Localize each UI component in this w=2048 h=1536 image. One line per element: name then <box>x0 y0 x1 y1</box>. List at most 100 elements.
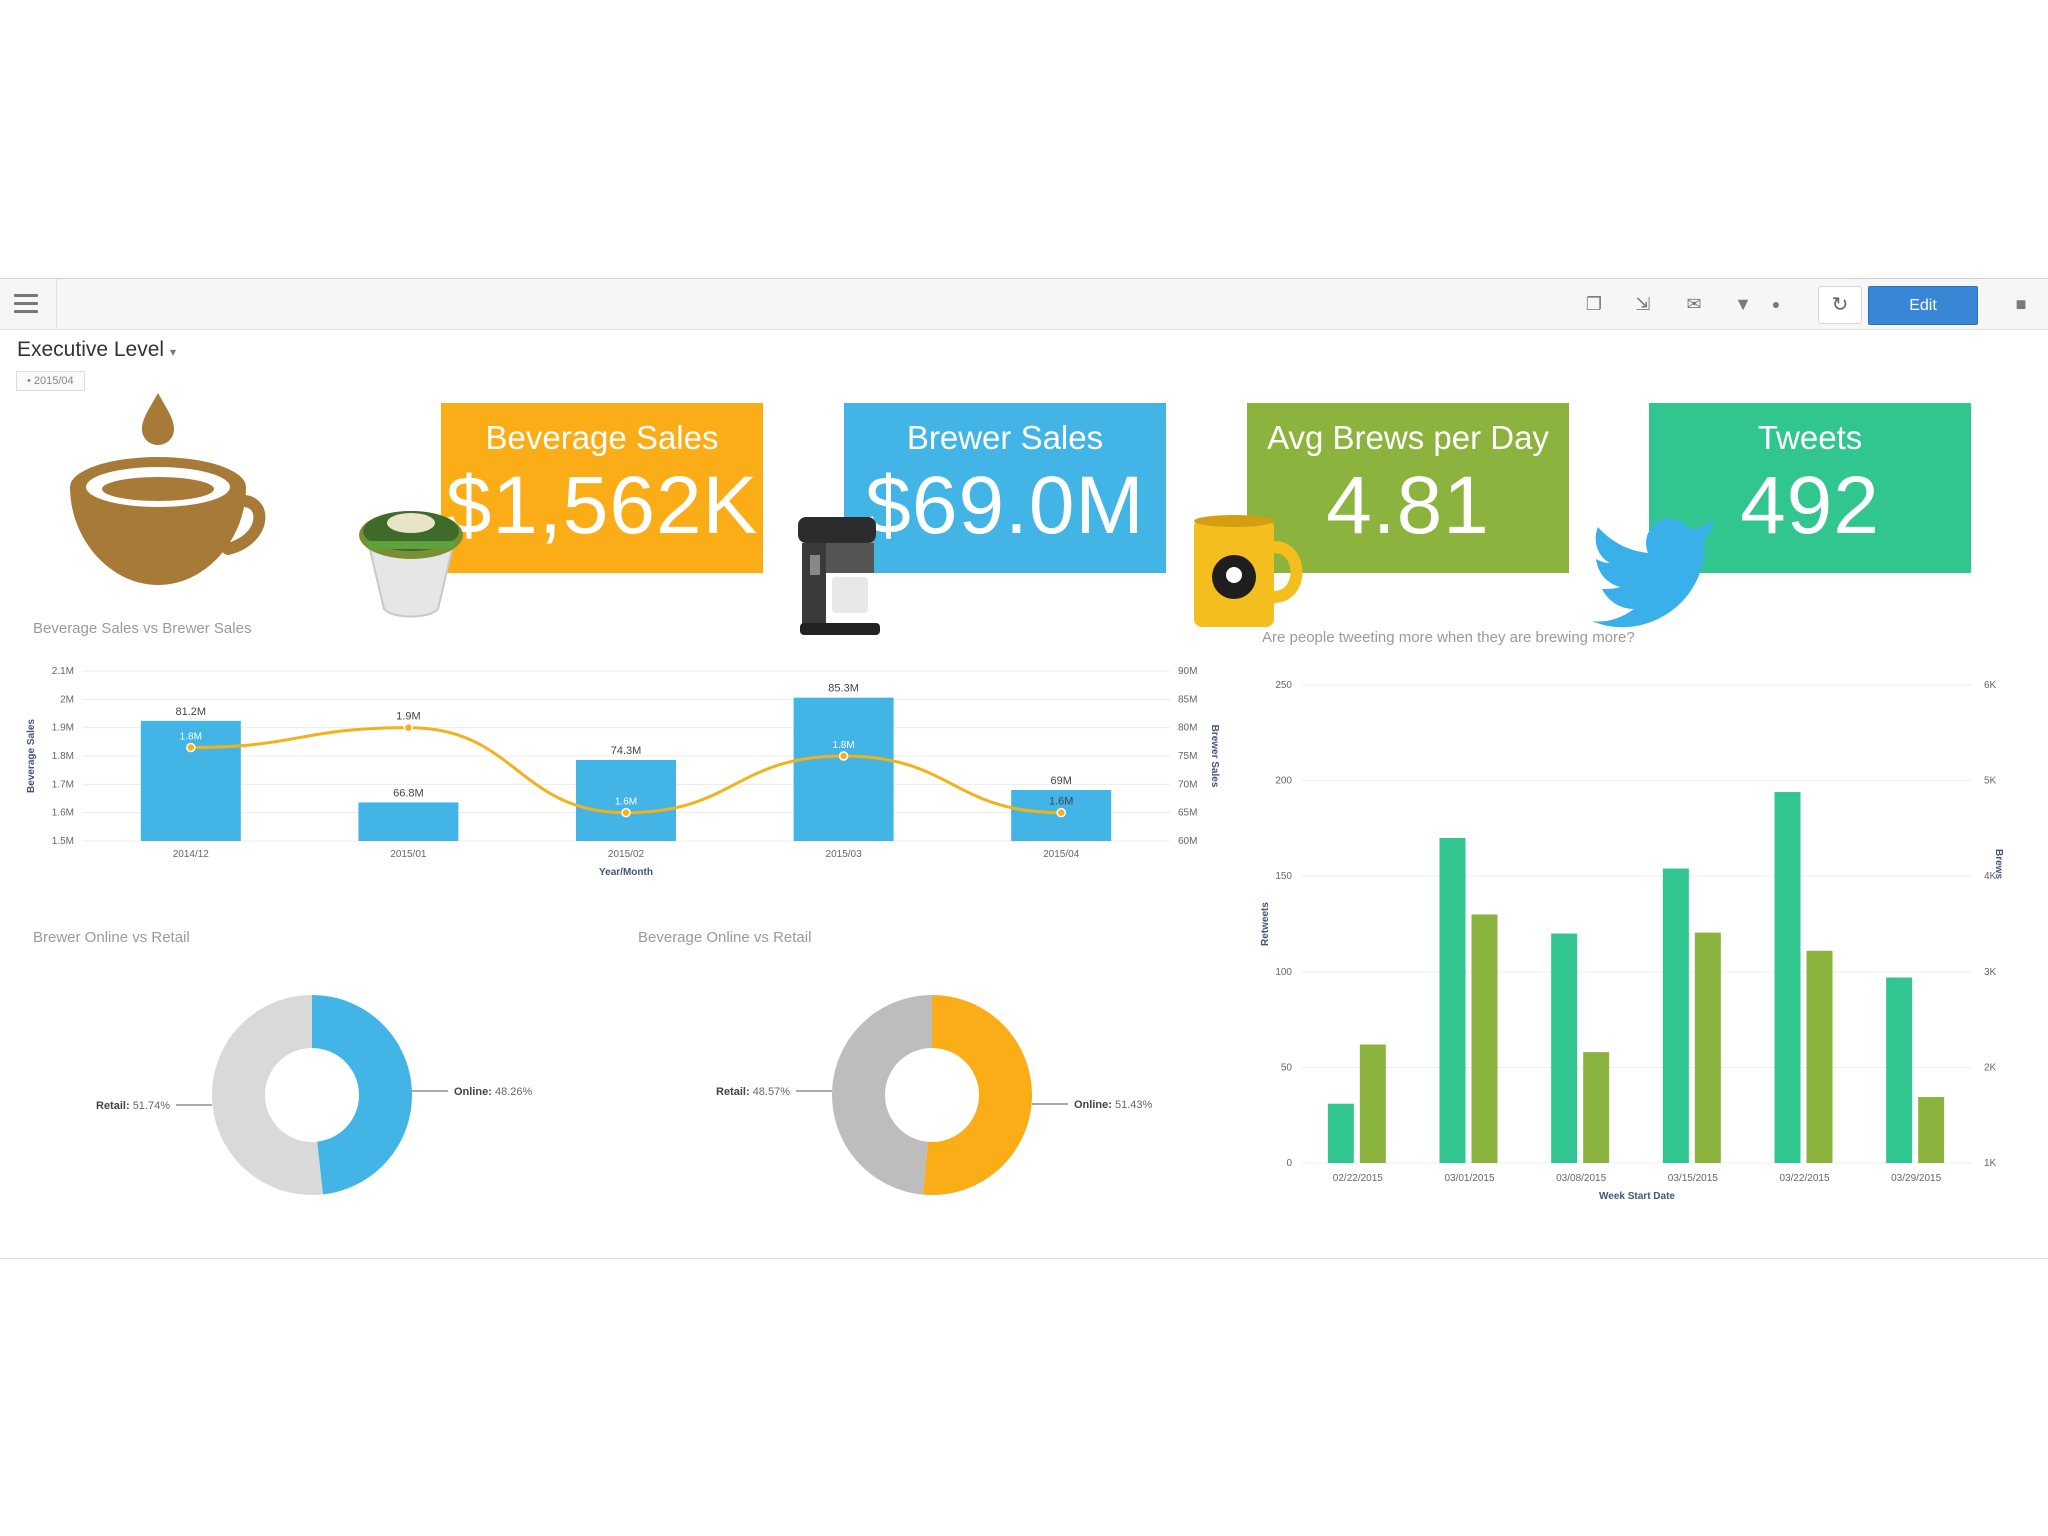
kpi-value: $69.0M <box>865 460 1145 551</box>
right-tick-label: 2K <box>1984 1062 1997 1073</box>
x-tick-label: 03/29/2015 <box>1891 1173 1941 1184</box>
kpi-value: 492 <box>1740 460 1880 551</box>
right-tick-label: 3K <box>1984 967 1997 978</box>
kpi-avg-brews[interactable]: Avg Brews per Day 4.81 <box>1247 403 1569 573</box>
left-tick-label: 200 <box>1275 776 1292 787</box>
donut-slice-online <box>312 995 413 1195</box>
line-data-label: 1.9M <box>396 711 420 723</box>
twitter-bird-icon <box>1592 518 1713 628</box>
tweets-chart-title: Are people tweeting more when they are b… <box>1262 629 1635 646</box>
retweets-bar <box>1551 933 1578 1163</box>
right-axis-title: Brewer Sales <box>1209 725 1220 788</box>
bar-data-label: 85.3M <box>828 683 859 695</box>
edit-button[interactable]: Edit <box>1868 286 1978 325</box>
left-tick-label: 1.7M <box>52 779 74 790</box>
mug-icon <box>1194 515 1303 627</box>
retweets-bar <box>1662 868 1689 1163</box>
brews-bar <box>1583 1052 1610 1163</box>
left-tick-label: 250 <box>1275 680 1292 691</box>
menu-icon <box>14 294 38 314</box>
kpi-beverage-sales[interactable]: Beverage Sales $1,562K <box>441 403 763 573</box>
brews-bar <box>1359 1044 1386 1163</box>
filter-chip[interactable]: • 2015/04 <box>16 371 85 391</box>
page-title[interactable]: Executive Level ▾ <box>17 338 176 362</box>
refresh-button[interactable]: ↻ <box>1818 286 1862 324</box>
x-tick-label: 02/22/2015 <box>1333 1173 1383 1184</box>
donut-slice-online <box>923 995 1033 1195</box>
x-axis-title: Year/Month <box>599 867 653 878</box>
menu-button[interactable] <box>0 279 57 329</box>
x-tick-label: 2015/01 <box>390 849 427 860</box>
x-tick-label: 03/22/2015 <box>1779 1173 1829 1184</box>
comment-icon[interactable]: ✉ <box>1686 294 1702 314</box>
line-data-label: 1.8M <box>180 732 202 743</box>
tweets-vs-brews-chart[interactable]: 0 50 100 150 200 250 1K 2K 3K 4K 5K 6K 02/22/2015 03/… <box>1250 649 2010 1209</box>
coffee-brewer-icon <box>798 517 880 635</box>
line-point <box>403 722 414 733</box>
right-tick-label: 75M <box>1178 751 1197 762</box>
coffee-cup-icon <box>70 393 266 585</box>
line-data-label: 1.8M <box>832 740 854 751</box>
toolbar: ❐ ⇲ ✉ ▼ ● ↻ Edit ■ <box>0 279 2048 330</box>
retweets-bar <box>1886 977 1913 1163</box>
combo-chart-title: Beverage Sales vs Brewer Sales <box>33 620 252 637</box>
right-tick-label: 65M <box>1178 808 1197 819</box>
combo-bar <box>793 697 894 841</box>
right-tick-label: 90M <box>1178 666 1197 677</box>
page-title-text: Executive Level <box>17 338 165 361</box>
left-tick-label: 0 <box>1286 1158 1292 1169</box>
beverage-brewer-combo-chart[interactable]: 1.5M 1.6M 1.7M 1.8M 1.9M 2M 2.1M 60M 65M 70M 75M 80… <box>22 645 1222 885</box>
left-tick-label: 2M <box>60 694 74 705</box>
bar-data-label: 69M <box>1050 775 1071 787</box>
left-tick-label: 1.9M <box>52 723 74 734</box>
line-data-label: 1.6M <box>615 797 637 808</box>
combo-bar <box>140 720 241 841</box>
retweets-bar <box>1327 1103 1354 1163</box>
copy-icon[interactable]: ❐ <box>1585 294 1603 314</box>
k-cup-pod-icon <box>359 511 463 618</box>
donut-slice-retail <box>832 995 932 1195</box>
kpi-title: Beverage Sales <box>485 419 719 456</box>
right-tick-label: 4K <box>1984 871 1997 882</box>
brews-bar <box>1918 1097 1945 1163</box>
line-data-label: 1.6M <box>1049 796 1073 808</box>
left-tick-label: 1.6M <box>52 808 74 819</box>
x-tick-label: 2015/02 <box>608 849 645 860</box>
left-tick-label: 100 <box>1275 967 1292 978</box>
x-tick-label: 03/08/2015 <box>1556 1173 1606 1184</box>
right-tick-label: 85M <box>1178 694 1197 705</box>
retweets-bar <box>1439 837 1466 1163</box>
right-tick-label: 80M <box>1178 723 1197 734</box>
left-axis-title: Beverage Sales <box>26 719 37 793</box>
kpi-value: 4.81 <box>1326 460 1490 551</box>
info-icon[interactable]: ● <box>1771 296 1781 312</box>
camera-icon[interactable]: ■ <box>2015 294 2027 314</box>
left-tick-label: 150 <box>1275 871 1292 882</box>
line-point <box>621 807 631 818</box>
right-tick-label: 70M <box>1178 779 1197 790</box>
line-point <box>838 751 849 761</box>
left-tick-label: 2.1M <box>52 666 74 677</box>
right-tick-label: 1K <box>1984 1158 1997 1169</box>
chevron-down-icon[interactable]: ▾ <box>169 345 176 359</box>
left-axis-title: Retweets <box>1260 902 1271 946</box>
kpi-title: Avg Brews per Day <box>1267 419 1549 456</box>
x-tick-label: 2014/12 <box>173 849 210 860</box>
filter-icon[interactable]: ▼ <box>1734 294 1752 314</box>
combo-bar <box>576 759 676 841</box>
x-tick-label: 2015/03 <box>826 849 863 860</box>
brewer-donut-title: Brewer Online vs Retail <box>33 929 190 946</box>
line-point <box>186 742 196 753</box>
dashboard-frame: ❐ ⇲ ✉ ▼ ● ↻ Edit ■ Executive Level ▾ • 2… <box>0 278 2048 1259</box>
brewer-online-retail-donut[interactable]: Online: 48.26% Retail: 51.74% <box>60 969 620 1219</box>
kpi-brewer-sales[interactable]: Brewer Sales $69.0M <box>844 403 1166 573</box>
export-icon[interactable]: ⇲ <box>1635 294 1651 314</box>
brews-bar <box>1471 914 1498 1163</box>
combo-bar <box>358 802 459 841</box>
kpi-title: Tweets <box>1757 419 1863 456</box>
beverage-online-retail-donut[interactable]: Online: 51.43% Retail: 48.57% <box>680 969 1240 1219</box>
x-axis-title: Week Start Date <box>1599 1191 1675 1202</box>
bar-data-label: 81.2M <box>176 706 207 718</box>
refresh-icon: ↻ <box>1831 294 1849 316</box>
x-tick-label: 03/15/2015 <box>1668 1173 1718 1184</box>
